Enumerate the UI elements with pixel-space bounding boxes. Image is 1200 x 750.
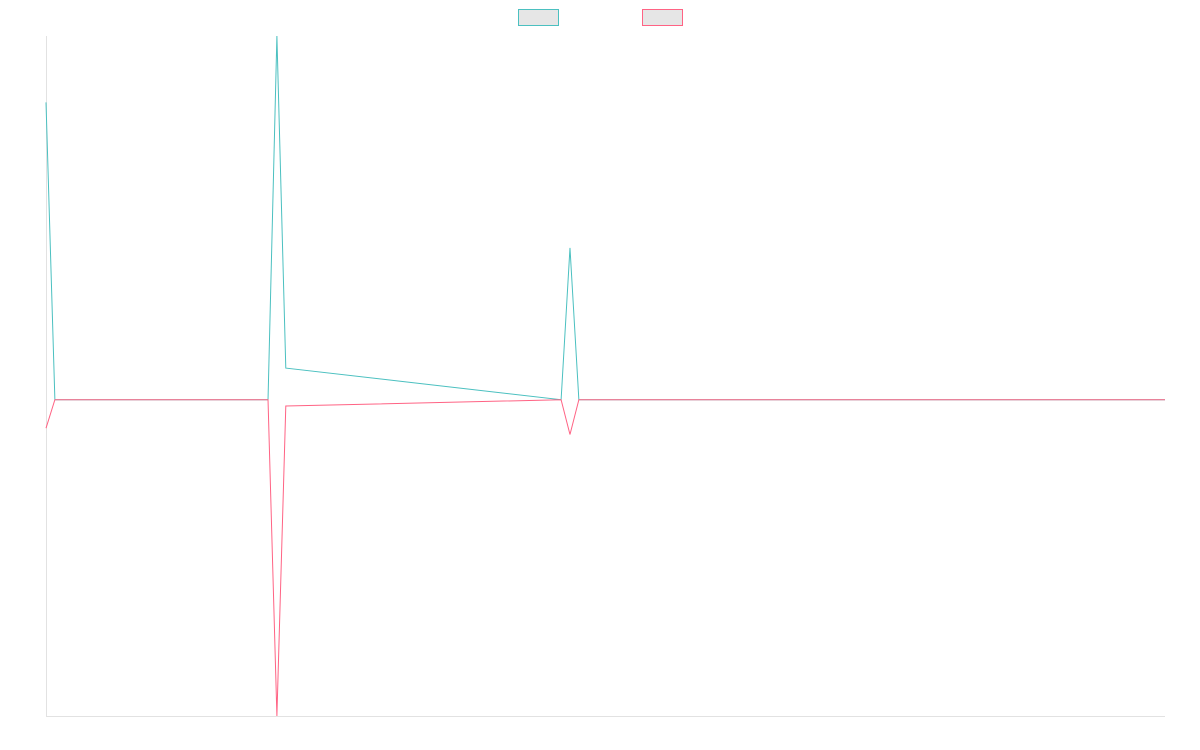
chart-axes <box>46 36 1165 717</box>
legend-swatch-1[interactable] <box>518 9 559 26</box>
legend-swatch-2[interactable] <box>642 9 683 26</box>
chart-legend[interactable] <box>518 9 683 26</box>
series-layer <box>45 35 1165 717</box>
series-line-1 <box>45 35 1165 401</box>
series-line-2 <box>45 399 1165 717</box>
